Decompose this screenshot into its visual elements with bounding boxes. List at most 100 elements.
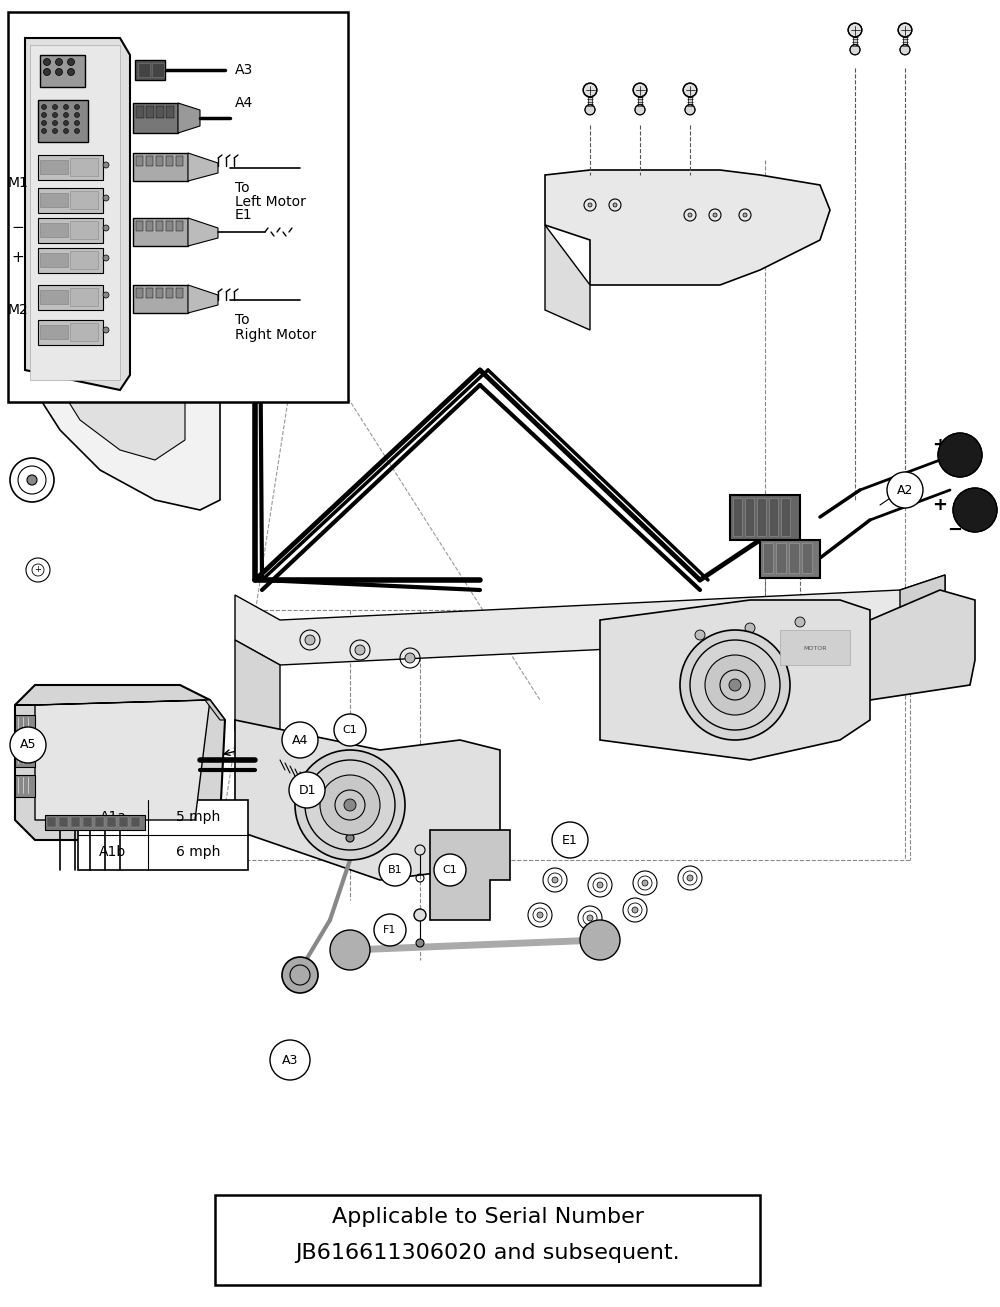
Text: 5 mph: 5 mph xyxy=(176,810,220,823)
Bar xyxy=(776,542,786,572)
Bar xyxy=(38,101,88,142)
Polygon shape xyxy=(545,170,830,285)
Circle shape xyxy=(898,24,912,37)
Circle shape xyxy=(282,957,318,993)
Bar xyxy=(166,106,174,118)
Bar xyxy=(70,191,98,209)
Circle shape xyxy=(743,213,747,217)
Circle shape xyxy=(379,853,411,886)
Circle shape xyxy=(270,1040,310,1080)
Circle shape xyxy=(953,488,997,532)
Text: JB616611306020 and subsequent.: JB616611306020 and subsequent. xyxy=(295,1243,680,1263)
Polygon shape xyxy=(900,575,945,680)
Text: Left Motor: Left Motor xyxy=(235,195,306,209)
Text: B1: B1 xyxy=(388,865,402,874)
Text: C1: C1 xyxy=(343,725,357,735)
Bar xyxy=(52,90,84,108)
Bar xyxy=(107,817,116,827)
Polygon shape xyxy=(28,65,220,510)
Bar xyxy=(131,817,140,827)
Polygon shape xyxy=(600,600,870,759)
Circle shape xyxy=(633,84,647,97)
Bar xyxy=(70,251,98,269)
Text: A2: A2 xyxy=(897,484,913,497)
Circle shape xyxy=(613,203,617,207)
Circle shape xyxy=(52,112,58,118)
Bar xyxy=(745,498,754,536)
Circle shape xyxy=(282,721,318,758)
Circle shape xyxy=(635,105,645,115)
Bar xyxy=(853,37,857,48)
Bar xyxy=(38,218,103,243)
Bar xyxy=(40,223,68,237)
Bar xyxy=(78,800,248,870)
Bar xyxy=(15,715,35,737)
Text: A4: A4 xyxy=(292,733,308,746)
Bar xyxy=(763,542,773,572)
Bar xyxy=(156,288,163,298)
Bar xyxy=(133,218,188,246)
Bar xyxy=(95,817,104,827)
Text: −: − xyxy=(947,467,963,484)
Circle shape xyxy=(52,128,58,133)
Text: +: + xyxy=(932,437,948,454)
Bar xyxy=(135,60,165,80)
Bar xyxy=(119,817,128,827)
Circle shape xyxy=(552,822,588,857)
Bar xyxy=(166,288,173,298)
Circle shape xyxy=(585,105,595,115)
Polygon shape xyxy=(35,701,210,819)
Bar xyxy=(133,103,178,133)
Bar xyxy=(55,290,80,308)
Bar xyxy=(70,288,98,306)
Polygon shape xyxy=(188,218,218,246)
Circle shape xyxy=(64,112,68,118)
Polygon shape xyxy=(235,720,500,880)
Circle shape xyxy=(44,68,50,76)
Circle shape xyxy=(729,680,741,691)
Circle shape xyxy=(414,908,426,921)
Text: A1b: A1b xyxy=(99,846,127,859)
Circle shape xyxy=(64,105,68,110)
Bar xyxy=(38,248,103,273)
Bar xyxy=(15,745,35,767)
Bar xyxy=(588,97,592,108)
Bar xyxy=(146,288,153,298)
Bar xyxy=(68,90,78,108)
Text: A3: A3 xyxy=(235,63,253,77)
Bar xyxy=(55,90,65,108)
Text: +: + xyxy=(35,566,41,575)
Bar xyxy=(903,37,907,48)
Bar xyxy=(136,221,143,231)
Circle shape xyxy=(405,654,415,663)
Text: +: + xyxy=(12,251,24,265)
Bar xyxy=(60,308,75,318)
Bar xyxy=(15,775,35,797)
Circle shape xyxy=(900,44,910,55)
Circle shape xyxy=(103,291,109,298)
Circle shape xyxy=(52,105,58,110)
Bar xyxy=(70,158,98,176)
Text: A3: A3 xyxy=(282,303,298,316)
Circle shape xyxy=(938,433,982,477)
Bar xyxy=(146,221,153,231)
Circle shape xyxy=(848,24,862,37)
Bar xyxy=(176,221,183,231)
Text: TO JOYSTICK: TO JOYSTICK xyxy=(53,13,118,24)
Circle shape xyxy=(887,472,923,508)
Circle shape xyxy=(68,59,74,65)
Circle shape xyxy=(44,59,50,65)
Bar xyxy=(769,498,778,536)
Bar xyxy=(335,780,365,816)
Polygon shape xyxy=(235,575,945,665)
Text: +: + xyxy=(932,495,948,514)
Bar xyxy=(156,106,164,118)
Circle shape xyxy=(103,327,109,333)
Circle shape xyxy=(680,630,790,740)
Text: Applicable to Serial Number: Applicable to Serial Number xyxy=(332,1206,644,1227)
Bar xyxy=(802,542,812,572)
Bar xyxy=(133,153,188,180)
Circle shape xyxy=(695,630,705,640)
Circle shape xyxy=(68,68,74,76)
Circle shape xyxy=(27,474,37,485)
